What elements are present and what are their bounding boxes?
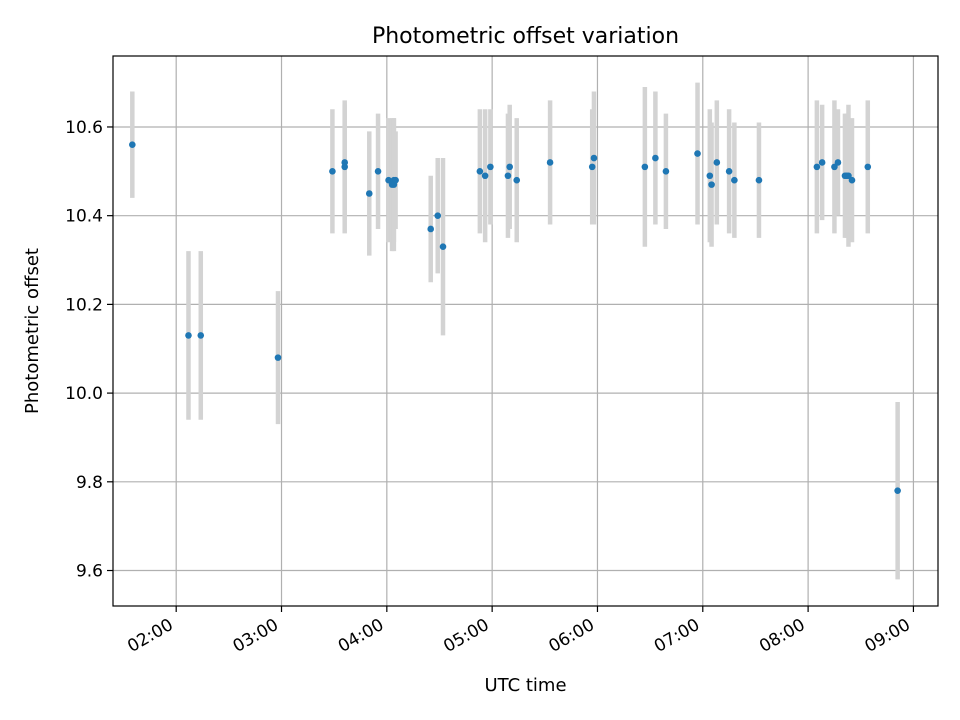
data-point — [694, 150, 701, 157]
point-layer — [129, 141, 901, 494]
data-point — [487, 163, 494, 171]
data-point — [546, 159, 554, 166]
data-point — [439, 243, 447, 251]
x-tick-label: 07:00 — [651, 615, 703, 657]
x-tick-label: 03:00 — [230, 615, 282, 657]
chart-title: Photometric offset variation — [372, 24, 679, 49]
y-tick-label: 10.0 — [65, 384, 103, 404]
data-point — [894, 487, 901, 494]
data-point — [725, 168, 733, 175]
y-axis-label: Photometric offset — [22, 248, 43, 414]
data-point — [274, 354, 282, 361]
x-tick-label: 09:00 — [861, 615, 913, 657]
data-point — [813, 163, 821, 171]
data-point — [129, 141, 136, 149]
data-point — [185, 332, 192, 339]
x-tick-label: 08:00 — [756, 615, 808, 657]
data-point — [481, 172, 489, 180]
data-point — [427, 225, 435, 233]
errorbar-layer — [130, 82, 900, 580]
y-tick-label: 9.6 — [76, 562, 103, 582]
data-point — [641, 163, 649, 171]
data-point — [588, 163, 596, 171]
data-point — [652, 154, 659, 162]
data-point — [708, 181, 715, 188]
plot-frame — [112, 55, 939, 607]
data-point — [385, 176, 392, 184]
data-point — [731, 176, 738, 184]
data-point — [374, 168, 382, 175]
x-tick-label: 04:00 — [335, 615, 387, 657]
data-point — [818, 159, 826, 166]
data-point — [392, 176, 399, 184]
x-tick-label: 06:00 — [546, 615, 598, 657]
data-point — [834, 159, 842, 166]
data-point — [506, 163, 514, 171]
data-point — [434, 212, 442, 219]
data-point — [845, 172, 852, 180]
data-point — [755, 176, 763, 184]
data-point — [504, 172, 512, 180]
y-tick-label: 10.4 — [65, 207, 103, 227]
data-point — [713, 159, 721, 166]
x-axis-label: UTC time — [484, 675, 566, 696]
data-point — [513, 176, 521, 184]
data-point — [365, 190, 373, 197]
grid-layer — [113, 56, 938, 606]
y-tick-label: 10.6 — [65, 118, 103, 138]
data-point — [864, 163, 872, 171]
y-tick-label: 9.8 — [76, 473, 103, 493]
data-point — [848, 176, 856, 184]
data-point — [706, 172, 714, 180]
data-point — [197, 332, 205, 339]
data-point — [662, 168, 670, 175]
data-point — [831, 163, 838, 171]
x-tick-label: 05:00 — [440, 615, 492, 657]
y-tick-label: 10.2 — [65, 295, 103, 315]
x-tick-label: 02:00 — [124, 615, 176, 657]
data-point — [329, 168, 336, 175]
data-point — [476, 168, 484, 175]
data-point — [590, 154, 598, 162]
data-point — [341, 163, 349, 171]
